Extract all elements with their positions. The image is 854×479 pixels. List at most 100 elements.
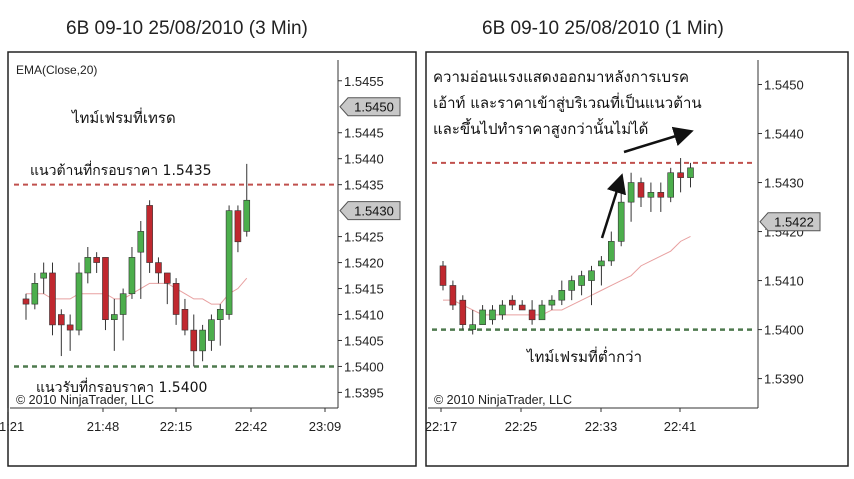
left-timeframe-annotation: ไทม์เฟรมที่เทรด (71, 107, 176, 127)
left-support-label: แนวรับที่กรอบราคา 1.5400 (36, 378, 207, 396)
left-y-tick-label: 1.5400 (344, 359, 384, 374)
right-candle-body (499, 304, 506, 316)
left-y-tick-label: 1.5415 (344, 282, 384, 297)
right-analysis-annotation-line: และขึ้นไปทำราคาสูงกว่านั้นไม่ได้ (433, 118, 648, 138)
left-candle-body (216, 309, 224, 321)
left-candle-body (155, 262, 162, 274)
left-candle-body (58, 314, 65, 326)
right-candle-body (578, 275, 585, 286)
right-candle-body (617, 201, 625, 242)
right-candle-body (558, 290, 566, 301)
left-x-tick-label: 23:09 (309, 419, 342, 434)
right-x-tick-label: 22:25 (505, 419, 538, 434)
right-analysis-annotation-line: เอ้าท์ และราคาเข้าสู่บริเวณที่เป็นแนวต้า… (433, 92, 702, 112)
left-candle-body (31, 283, 39, 305)
right-candle-body (657, 192, 665, 198)
left-price-marker-tag (339, 97, 401, 117)
left-price-marker: 1.5430 (339, 201, 401, 221)
left-y-tick-label: 1.5440 (344, 152, 384, 167)
left-y-tick-label: 1.5435 (344, 178, 384, 193)
left-resistance-label: แนวต้านที่กรอบราคา 1.5435 (30, 161, 212, 179)
left-candle-body (172, 283, 180, 315)
right-candle-body (479, 309, 486, 325)
right-candle-body (667, 172, 675, 198)
left-copyright: © 2010 NinjaTrader, LLC (16, 393, 154, 407)
left-candle-body (111, 314, 118, 321)
left-y-tick-label: 1.5455 (344, 74, 384, 89)
right-candle-body (489, 309, 496, 321)
left-candle-body (66, 324, 74, 331)
left-y-tick-label: 1.5410 (344, 308, 384, 323)
left-candle-body (243, 199, 251, 232)
right-copyright: © 2010 NinjaTrader, LLC (434, 393, 572, 407)
right-x-tick-label: 22:41 (664, 419, 697, 434)
left-chart-frame (7, 51, 417, 467)
left-candle-body (208, 319, 215, 341)
left-y-tick-label: 1.5395 (344, 385, 384, 400)
right-candle-body (588, 270, 595, 281)
right-x-tick-label: 22:17 (425, 419, 458, 434)
right-resistance-arrow (623, 126, 694, 154)
left-candle-body (225, 210, 233, 315)
right-candle-body (469, 324, 477, 330)
left-y-tick-label: 1.5445 (344, 126, 384, 141)
right-ema-line (443, 236, 691, 316)
right-candle-body (637, 182, 645, 198)
left-x-tick-label: 21:48 (87, 419, 120, 434)
left-ema-line (26, 277, 248, 305)
right-x-tick-label: 22:33 (585, 419, 618, 434)
left-candle-body (40, 272, 47, 279)
left-indicator-label: EMA(Close,20) (16, 63, 97, 77)
right-y-tick-label: 1.5400 (764, 323, 804, 338)
left-chart-title: 6B 09-10 25/08/2010 (3 Min) (66, 18, 308, 39)
left-y-tick-label: 1.5425 (344, 230, 384, 245)
left-y-tick-label: 1.5405 (344, 333, 384, 348)
right-y-tick-label: 1.5390 (764, 372, 804, 387)
right-y-tick-label: 1.5450 (764, 78, 804, 93)
left-candle-body (190, 329, 198, 352)
left-x-tick-label: 21:21 (0, 419, 24, 434)
right-candle-body (627, 182, 635, 203)
left-candle-body (128, 257, 136, 295)
left-candle-body (181, 309, 189, 331)
right-chart-frame (425, 51, 849, 467)
right-candle-body (647, 192, 655, 198)
right-candle-body (518, 304, 526, 311)
right-y-tick-label: 1.5440 (764, 127, 804, 142)
right-price-marker-tag (759, 212, 821, 232)
right-candle-body (528, 309, 536, 321)
right-candle-body (677, 172, 684, 178)
left-candle-body (163, 272, 171, 284)
right-upward-arrow (600, 173, 627, 239)
left-candle-body (199, 329, 206, 352)
right-price-marker: 1.5422 (759, 212, 821, 232)
left-x-tick-label: 22:15 (160, 419, 193, 434)
left-candle-body (137, 231, 145, 253)
right-y-tick-label: 1.5430 (764, 176, 804, 191)
left-candle-body (84, 257, 92, 274)
left-candle-body (102, 257, 109, 321)
right-candle-body (439, 265, 447, 286)
left-price-marker-label: 1.5430 (354, 204, 394, 219)
left-price-marker-tag (339, 201, 401, 221)
left-candle-body (75, 272, 83, 331)
left-candle-body (93, 257, 100, 263)
right-candle-body (459, 299, 467, 325)
left-x-tick-label: 22:42 (235, 419, 268, 434)
right-candle-body (607, 241, 615, 262)
right-candle-body (508, 299, 516, 306)
right-analysis-annotation-line: ความอ่อนแรงแสดงออกมาหลังการเบรค (433, 68, 689, 86)
left-candle-body (22, 298, 30, 305)
right-timeframe-annotation: ไทม์เฟรมที่ต่ำกว่า (526, 346, 642, 366)
left-candle-body (49, 272, 56, 326)
left-candle-body (146, 205, 153, 263)
left-price-marker-label: 1.5450 (354, 100, 394, 115)
right-candle-body (538, 304, 546, 321)
left-y-tick-label: 1.5420 (344, 256, 384, 271)
left-candle-body (119, 293, 127, 315)
right-candle-body (548, 299, 556, 306)
right-chart-title: 6B 09-10 25/08/2010 (1 Min) (482, 18, 724, 39)
right-price-marker-label: 1.5422 (774, 215, 814, 230)
right-candle-body (568, 280, 576, 291)
